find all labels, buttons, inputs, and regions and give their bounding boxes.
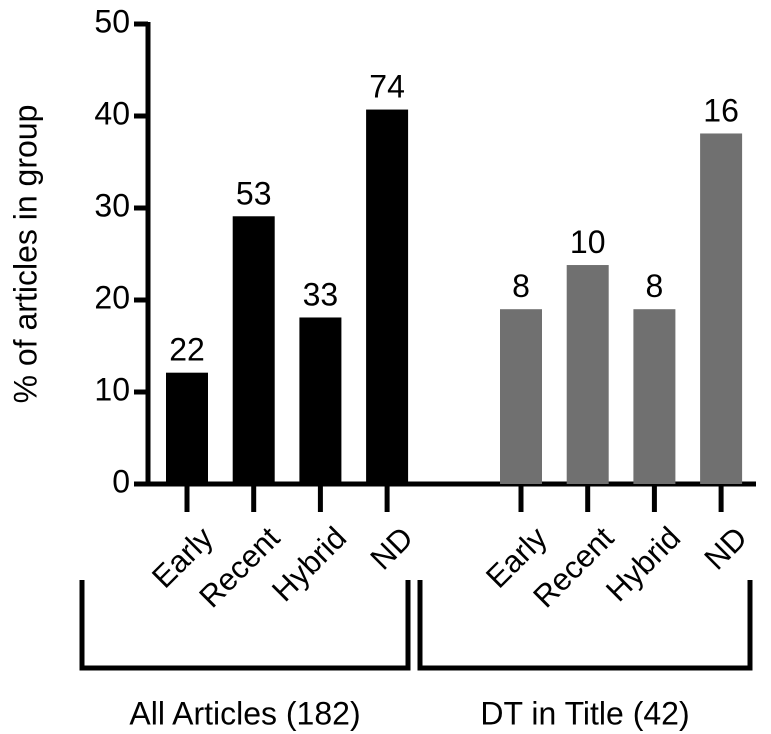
- legend-label: DT in Title (42): [480, 695, 689, 731]
- data-label: 8: [512, 268, 530, 304]
- data-label: 16: [703, 92, 739, 128]
- y-tick-label: 50: [94, 3, 130, 39]
- x-tick-label: ND: [363, 520, 419, 576]
- y-tick-label: 40: [94, 95, 130, 131]
- y-tick-label: 10: [94, 371, 130, 407]
- y-axis-label: % of articles in group: [7, 105, 43, 404]
- data-label: 53: [236, 175, 272, 211]
- x-tick-label: Hybrid: [265, 520, 353, 608]
- y-tick-label: 30: [94, 187, 130, 223]
- data-label: 10: [570, 224, 606, 260]
- bar: [700, 133, 743, 485]
- bar: [232, 216, 275, 484]
- bar: [633, 309, 676, 484]
- x-tick-label: Hybrid: [599, 520, 687, 608]
- bar: [500, 309, 542, 484]
- x-tick-label: ND: [697, 520, 753, 576]
- data-label: 33: [303, 276, 339, 312]
- y-tick-label: 20: [94, 279, 130, 315]
- group-bracket: [417, 580, 753, 671]
- legend-label: All Articles (182): [129, 695, 360, 731]
- bar: [299, 317, 342, 484]
- bar: [366, 109, 409, 484]
- data-label: 74: [369, 69, 405, 105]
- data-label: 8: [646, 268, 664, 304]
- bar: [166, 372, 208, 484]
- data-label: 22: [169, 332, 205, 368]
- y-tick-label: 0: [112, 463, 130, 499]
- group-bracket: [79, 580, 411, 671]
- bar: [566, 265, 609, 484]
